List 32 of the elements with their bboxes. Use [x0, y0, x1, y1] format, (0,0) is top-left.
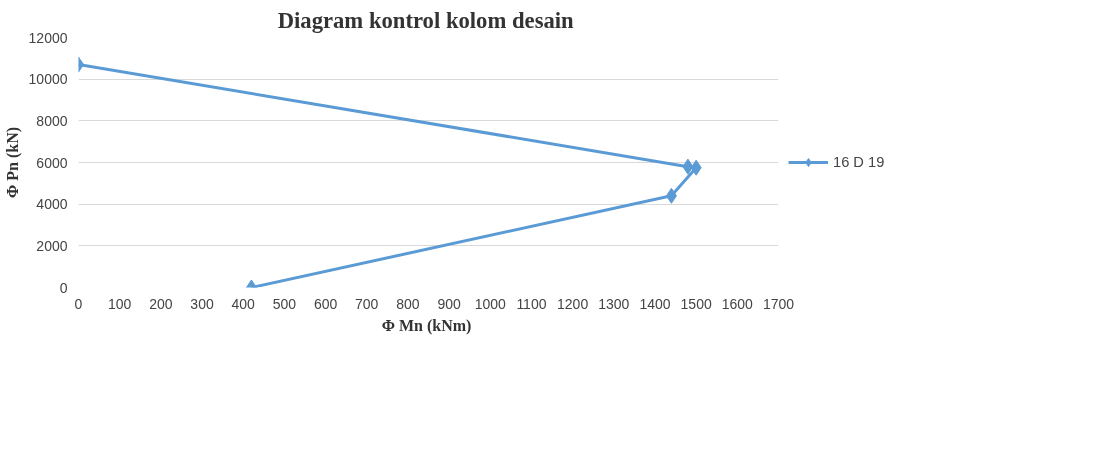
x-tick-label: 500 [272, 295, 297, 312]
x-axis-title: Φ Mn (kNm) [381, 316, 472, 335]
y-tick-label: 2000 [36, 237, 68, 254]
y-tick-label: 8000 [36, 112, 68, 129]
x-tick-label: 600 [313, 295, 338, 312]
y-tick-label: 6000 [36, 154, 68, 171]
x-tick-label: 700 [355, 295, 379, 312]
x-tick-label: 800 [396, 295, 420, 312]
x-tick-label: 1300 [598, 295, 630, 312]
point [682, 158, 694, 175]
x-tick-label: 900 [437, 295, 461, 312]
y-tick-label: 0 [59, 279, 68, 296]
x-tick-label: 1000 [474, 295, 507, 312]
x-tick-label: 300 [190, 295, 214, 312]
x-tick-label: 1500 [680, 295, 712, 312]
x-tick-label: 200 [149, 295, 173, 312]
x-tick-label: 1400 [639, 295, 671, 312]
x-tick-label: 400 [231, 295, 256, 312]
y-tick-label: 4000 [36, 196, 68, 213]
x-tick-label: 1700 [762, 295, 795, 312]
x-tick-label: 100 [108, 295, 132, 312]
x-tick-label: 1200 [557, 295, 589, 312]
y-tick-label: 10000 [28, 71, 68, 88]
point [690, 159, 702, 176]
x-tick-label: 1100 [516, 295, 547, 312]
chart-title: Diagram kontrol kolom desain [277, 7, 575, 33]
y-axis-title: Φ Pn (kN) [3, 126, 22, 199]
x-tick-label: 1600 [721, 295, 754, 312]
legend-label: 16 D 19 [833, 154, 885, 170]
y-tick-label: 12000 [28, 29, 68, 46]
x-tick-label: 0 [74, 295, 83, 312]
point [665, 187, 677, 204]
